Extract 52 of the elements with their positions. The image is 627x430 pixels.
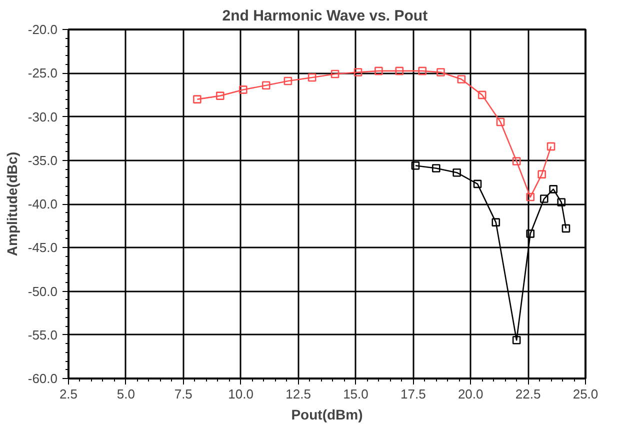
point	[526, 230, 535, 238]
y-tick-label: -50.0	[28, 284, 58, 299]
x-tick-label: 17.5	[400, 386, 426, 402]
y-tick-label: -55.0	[28, 327, 58, 342]
x-tick-label: 15.0	[343, 386, 368, 402]
y-tick-label: -20.0	[28, 22, 58, 37]
x-tick-label: 12.5	[286, 386, 311, 402]
y-tick-label: -60.0	[28, 371, 58, 386]
y-tick-label: -45.0	[28, 240, 58, 256]
point	[496, 118, 505, 126]
x-tick-label: 10.0	[228, 386, 254, 402]
y-tick-label: -25.0	[28, 66, 58, 81]
y-tick-label: -40.0	[28, 196, 58, 212]
point	[457, 75, 466, 84]
point	[538, 170, 546, 178]
point	[512, 157, 521, 166]
point	[374, 66, 383, 76]
point	[284, 76, 292, 86]
point	[418, 66, 427, 76]
point	[354, 68, 362, 76]
point	[436, 68, 445, 76]
point	[238, 86, 248, 94]
x-axis-title: Pout(dBm)	[291, 406, 363, 422]
point	[330, 70, 340, 78]
point	[452, 168, 461, 177]
point	[546, 142, 556, 151]
point	[540, 194, 548, 203]
point	[216, 92, 224, 100]
point	[549, 185, 558, 194]
point	[557, 198, 566, 206]
point	[562, 224, 570, 233]
y-axis-title: Amplitude(dBc)	[4, 152, 20, 256]
x-tick-label: 2.5	[59, 386, 78, 402]
point	[432, 164, 440, 172]
point	[526, 192, 535, 202]
y-tick-label: -30.0	[28, 109, 58, 124]
x-tick-label: 7.5	[174, 386, 192, 402]
point	[262, 81, 270, 90]
x-tick-label: 22.5	[515, 386, 541, 402]
point	[492, 218, 500, 226]
point	[193, 95, 202, 104]
point	[478, 90, 486, 100]
point	[411, 161, 420, 170]
x-tick-label: 25.0	[572, 386, 598, 402]
point	[308, 73, 316, 82]
point	[395, 66, 404, 76]
chart-title: 2nd Harmonic Wave vs. Pout	[222, 8, 428, 24]
x-tick-label: 20.0	[458, 386, 484, 402]
x-tick-label: 5.0	[116, 386, 135, 402]
y-tick-label: -35.0	[28, 152, 58, 168]
point	[473, 180, 482, 188]
point	[512, 336, 521, 344]
